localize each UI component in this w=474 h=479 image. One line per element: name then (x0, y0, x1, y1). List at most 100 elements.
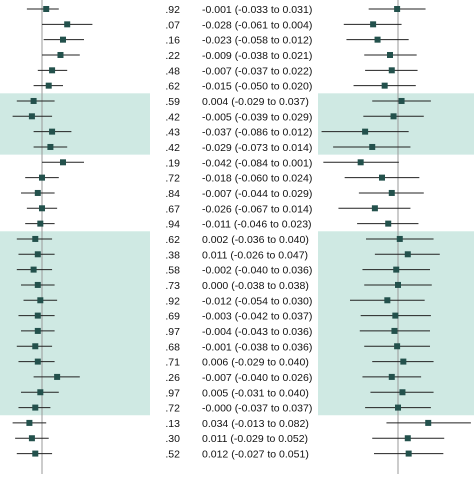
left-point-marker-26 (32, 404, 39, 411)
p-value-label: .92 (165, 4, 180, 16)
estimate-ci-label: -0.007 (-0.044 to 0.029) (202, 188, 312, 200)
estimate-ci-label: -0.029 (-0.073 to 0.014) (202, 142, 312, 154)
left-point-marker-2 (60, 36, 66, 43)
p-value-label: .30 (165, 433, 180, 445)
p-value-label: .42 (165, 111, 180, 123)
right-point-marker-7 (390, 113, 397, 120)
p-value-label: .26 (165, 372, 180, 384)
estimate-ci-label: -0.011 (-0.046 to 0.023) (202, 219, 312, 231)
p-value-label: .72 (165, 403, 180, 415)
estimate-ci-label: -0.002 (-0.040 to 0.036) (202, 265, 312, 277)
right-point-marker-11 (379, 174, 385, 181)
estimate-ci-label: -0.001 (-0.038 to 0.036) (202, 341, 312, 353)
right-point-marker-3 (387, 51, 393, 58)
p-value-label: .68 (165, 341, 180, 353)
left-point-marker-3 (57, 51, 64, 58)
left-point-marker-14 (37, 220, 44, 227)
estimate-ci-label: -0.023 (-0.058 to 0.012) (202, 35, 312, 47)
left-point-marker-9 (47, 143, 54, 150)
left-point-marker-7 (28, 113, 35, 120)
p-value-label: .52 (165, 449, 180, 461)
left-point-marker-25 (37, 389, 44, 396)
left-point-marker-4 (49, 67, 56, 74)
p-value-label: .16 (165, 35, 180, 47)
p-value-label: .84 (165, 188, 180, 200)
estimate-ci-label: -0.037 (-0.086 to 0.012) (202, 127, 312, 139)
left-point-marker-15 (32, 235, 39, 242)
left-point-marker-24 (54, 373, 61, 380)
estimate-ci-label: -0.018 (-0.060 to 0.024) (202, 173, 312, 185)
p-value-label: .62 (165, 234, 180, 246)
right-point-marker-17 (393, 266, 400, 273)
estimate-ci-label: -0.003 (-0.042 to 0.037) (202, 311, 312, 323)
p-value-label: .22 (165, 50, 180, 62)
highlight-band-left-0 (0, 93, 150, 155)
left-point-marker-6 (30, 97, 37, 104)
estimate-ci-label: 0.034 (-0.013 to 0.082) (202, 418, 309, 430)
right-point-marker-5 (381, 82, 388, 89)
p-value-label: .73 (165, 280, 180, 292)
p-value-label: .43 (165, 127, 180, 139)
left-point-marker-10 (60, 159, 66, 166)
p-value-label: .38 (165, 249, 180, 261)
estimate-ci-label: -0.000 (-0.037 to 0.037) (202, 403, 312, 415)
estimate-ci-label: -0.001 (-0.033 to 0.031) (202, 4, 312, 16)
right-point-marker-6 (398, 97, 405, 104)
left-point-marker-20 (34, 312, 41, 319)
estimate-ci-label: -0.009 (-0.038 to 0.021) (202, 50, 312, 62)
p-value-label: .42 (165, 142, 180, 154)
p-value-label: .72 (165, 173, 180, 185)
estimate-ci-label: 0.000 (-0.038 to 0.038) (202, 280, 309, 292)
right-point-marker-27 (425, 419, 432, 426)
left-point-marker-1 (64, 21, 71, 28)
p-value-label: .69 (165, 311, 180, 323)
right-point-marker-2 (374, 36, 381, 43)
right-point-marker-25 (399, 389, 406, 396)
estimate-ci-label: 0.012 (-0.027 to 0.051) (202, 449, 309, 461)
left-point-marker-27 (26, 419, 33, 426)
left-point-marker-5 (45, 82, 52, 89)
right-point-marker-23 (400, 358, 407, 365)
left-point-marker-29 (32, 450, 39, 457)
right-point-marker-21 (391, 327, 398, 334)
left-point-marker-21 (34, 327, 41, 334)
right-point-marker-24 (388, 373, 395, 380)
p-value-label: .59 (165, 96, 180, 108)
highlight-band-right-0 (318, 93, 474, 155)
estimate-ci-label: 0.006 (-0.029 to 0.040) (202, 357, 309, 369)
estimate-ci-label: 0.002 (-0.036 to 0.040) (202, 234, 309, 246)
left-point-marker-17 (30, 266, 37, 273)
estimate-ci-label: -0.007 (-0.037 to 0.022) (202, 65, 312, 77)
right-point-marker-16 (404, 251, 411, 258)
p-value-label: .97 (165, 387, 180, 399)
p-value-label: .19 (165, 157, 180, 169)
p-value-label: .48 (165, 65, 180, 77)
right-point-marker-0 (394, 6, 401, 12)
right-point-marker-13 (371, 205, 378, 212)
right-point-marker-8 (362, 128, 369, 135)
p-value-label: .62 (165, 81, 180, 93)
estimate-ci-label: -0.012 (-0.054 to 0.030) (202, 295, 312, 307)
right-point-marker-4 (388, 67, 395, 74)
estimate-ci-label: -0.007 (-0.040 to 0.026) (202, 372, 312, 384)
right-point-marker-29 (405, 450, 412, 457)
left-point-marker-16 (34, 251, 41, 258)
estimate-ci-label: -0.015 (-0.050 to 0.020) (202, 81, 312, 93)
estimate-ci-label: -0.005 (-0.039 to 0.029) (202, 111, 312, 123)
p-value-label: .13 (165, 418, 180, 430)
highlight-band-left-1 (0, 231, 150, 416)
left-point-marker-8 (49, 128, 56, 135)
right-point-marker-12 (388, 189, 395, 196)
right-point-marker-20 (392, 312, 399, 319)
left-point-marker-28 (28, 435, 35, 442)
right-point-marker-22 (394, 343, 401, 350)
left-point-marker-13 (39, 205, 45, 212)
estimate-ci-label: 0.005 (-0.031 to 0.040) (202, 387, 309, 399)
left-point-marker-19 (37, 297, 44, 304)
estimate-ci-label: -0.004 (-0.043 to 0.036) (202, 326, 312, 338)
right-point-marker-28 (404, 435, 411, 442)
right-point-marker-9 (369, 143, 376, 150)
right-point-marker-10 (357, 159, 364, 166)
left-point-marker-12 (34, 189, 41, 196)
